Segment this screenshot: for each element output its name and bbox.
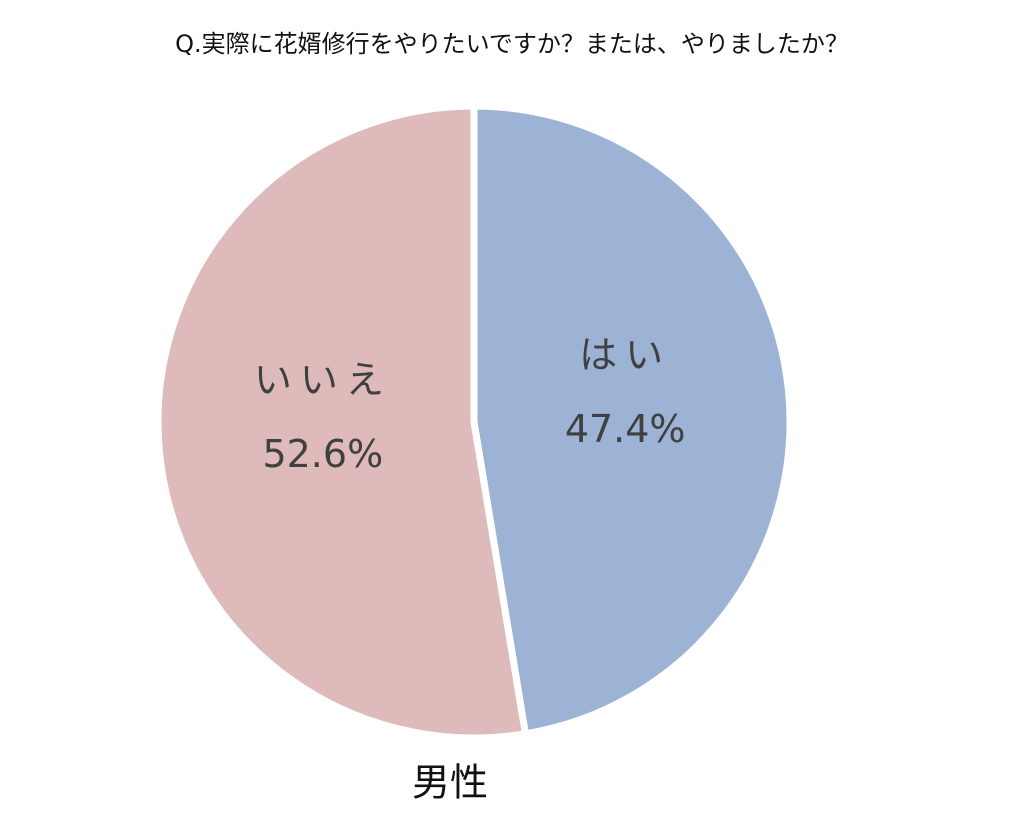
- value-label: 52.6%: [262, 432, 383, 476]
- pie-slice: [470, 102, 794, 738]
- chart-title: Q.実際に花婿修行をやりたいですか？または、やりましたか？: [175, 30, 849, 58]
- value-label: 47.4%: [565, 407, 686, 451]
- pie-slice: [154, 102, 529, 742]
- slice-label: いいえ: [254, 358, 392, 402]
- chart-subtitle: 男性: [412, 761, 488, 805]
- slice-label: はい: [579, 333, 671, 377]
